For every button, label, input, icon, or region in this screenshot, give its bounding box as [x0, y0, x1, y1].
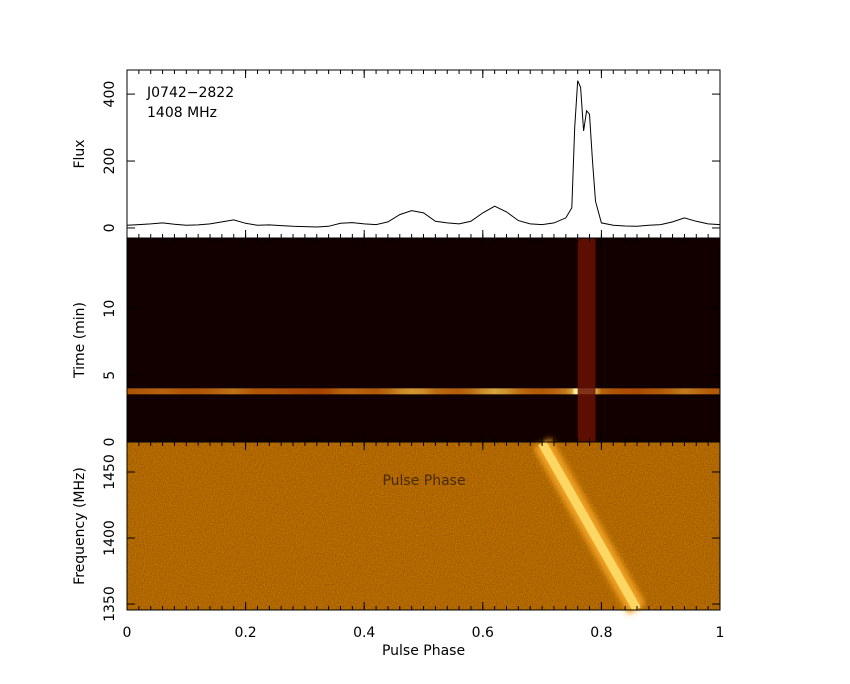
- y-tick-label: 5: [102, 371, 118, 380]
- y-tick-label: 1400: [102, 520, 118, 556]
- x-tick-label: 0.8: [590, 625, 612, 641]
- on-pulse-band: [577, 238, 596, 442]
- panel-frame: [126, 441, 721, 611]
- x-tick-label: 0: [123, 625, 132, 641]
- x-tick-label: 0.4: [353, 625, 375, 641]
- x-axis-label: Pulse Phase: [382, 643, 465, 659]
- dispersed-pulse: [538, 440, 641, 612]
- y-tick-label: 200: [102, 148, 118, 175]
- annotation: J0742−2822: [146, 85, 234, 101]
- y-axis-label: Time (min): [72, 302, 88, 379]
- y-tick-label: 0: [102, 438, 118, 447]
- annotation: Pulse Phase: [382, 473, 465, 489]
- y-tick-label: 10: [102, 300, 118, 318]
- x-tick-label: 1: [716, 625, 725, 641]
- y-tick-label: 0: [102, 223, 118, 232]
- y-tick-label: 1350: [102, 586, 118, 622]
- profile-line: [126, 80, 721, 228]
- image-bg: [127, 238, 720, 442]
- x-tick-label: 0.2: [234, 625, 256, 641]
- y-tick-label: 400: [102, 81, 118, 108]
- y-axis-label: Flux: [72, 139, 88, 168]
- bright-subintegration: [127, 388, 720, 395]
- x-tick-label: 0.6: [472, 625, 494, 641]
- y-tick-label: 1450: [102, 454, 118, 490]
- annotation: 1408 MHz: [147, 105, 217, 121]
- y-axis-label: Frequency (MHz): [72, 467, 88, 585]
